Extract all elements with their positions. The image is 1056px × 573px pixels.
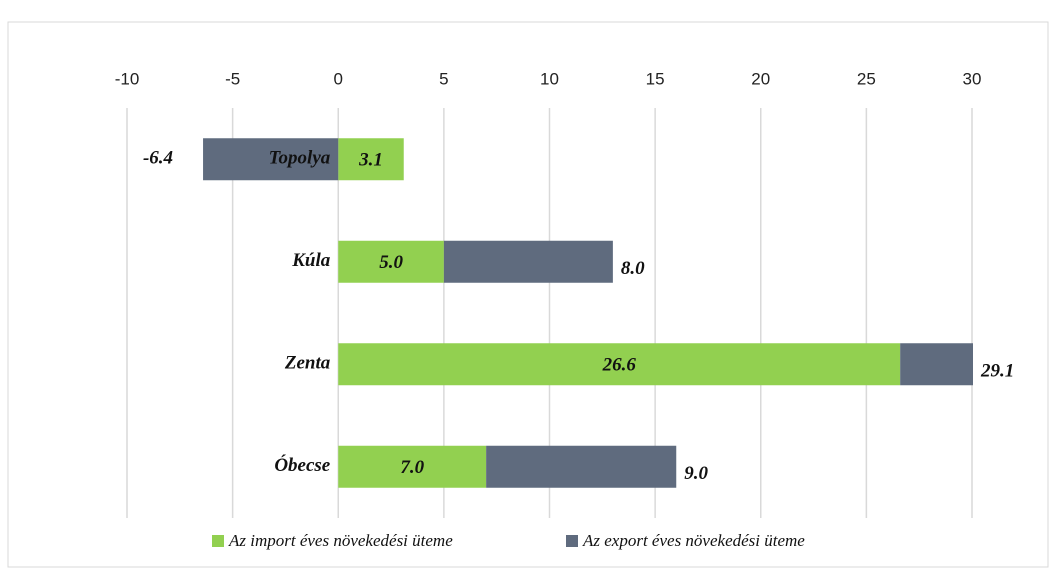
bar	[443, 240, 613, 283]
data-label: 3.1	[358, 150, 383, 171]
legend-label: Az import éves növekedési üteme	[228, 531, 453, 550]
bar	[338, 343, 901, 386]
bar	[338, 240, 444, 283]
x-tick-label: 10	[540, 69, 559, 88]
x-tick-label: 30	[963, 69, 982, 88]
x-tick-label: -5	[225, 69, 240, 88]
legend-swatch	[566, 535, 578, 547]
data-label: 5.0	[379, 252, 403, 273]
category-label: Zenta	[284, 353, 331, 374]
category-label: Kúla	[291, 250, 331, 271]
data-label: 26.6	[602, 355, 637, 376]
x-tick-label: -10	[115, 69, 140, 88]
data-label: -6.4	[143, 148, 173, 169]
legend-label: Az export éves növekedési üteme	[582, 531, 805, 550]
x-tick-label: 20	[751, 69, 770, 88]
category-label: Topolya	[269, 148, 331, 169]
x-tick-label: 0	[334, 69, 343, 88]
x-tick-label: 25	[857, 69, 876, 88]
data-label: 8.0	[621, 258, 645, 279]
data-label: 9.0	[684, 463, 708, 484]
bar	[486, 445, 677, 488]
data-label: 29.1	[980, 361, 1014, 382]
x-tick-label: 5	[439, 69, 448, 88]
x-tick-label: 15	[646, 69, 665, 88]
bar	[203, 138, 339, 181]
bar	[338, 445, 487, 488]
bar	[338, 138, 404, 181]
chart-frame	[7, 21, 1049, 568]
bar	[900, 343, 973, 386]
data-label: 7.0	[400, 457, 424, 478]
category-label: Óbecse	[274, 454, 330, 476]
legend-swatch	[212, 535, 224, 547]
